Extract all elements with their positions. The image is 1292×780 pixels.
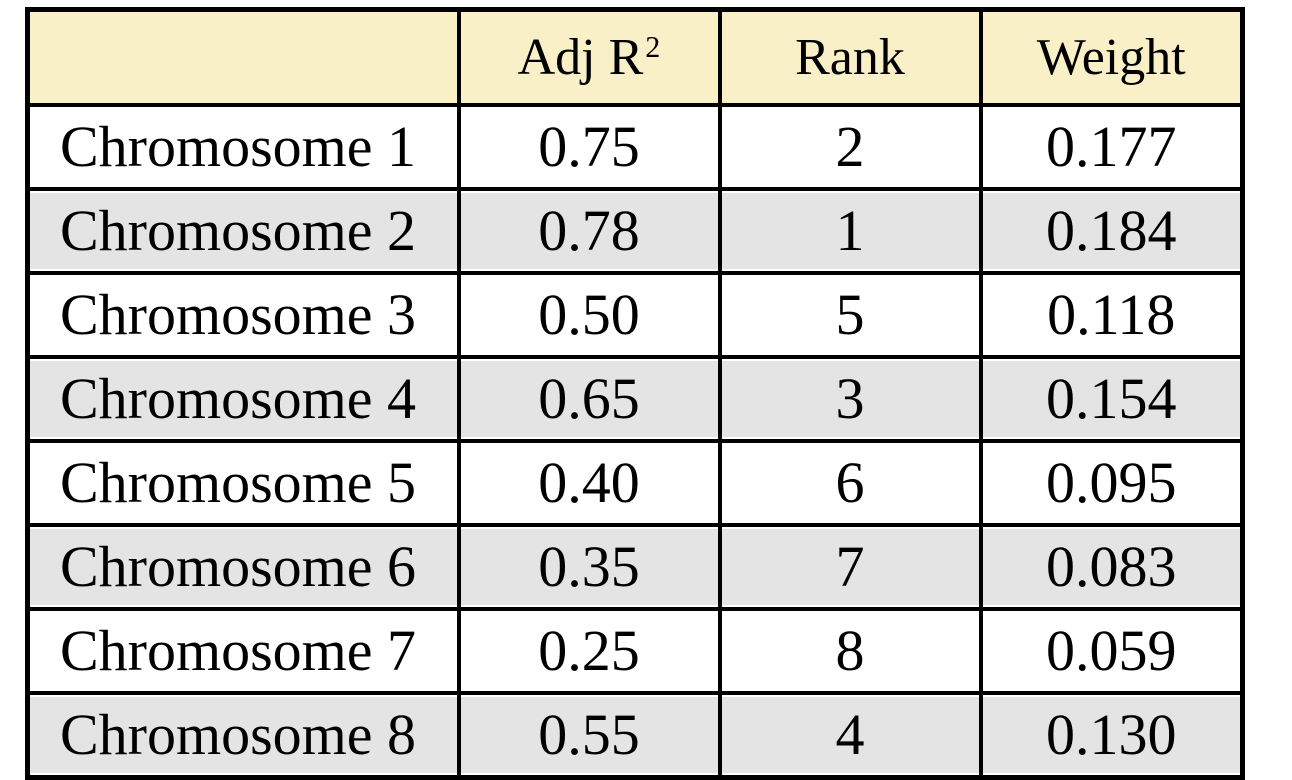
header-cell-blank <box>25 7 461 107</box>
table-row: Chromosome 1 0.75 2 0.177 <box>25 103 1245 191</box>
row-label-cell: Chromosome 8 <box>25 691 461 780</box>
adj-r2-value-cell: 0.35 <box>456 523 722 611</box>
rank-value-cell: 4 <box>717 691 983 780</box>
header-cell-adj-r2: Adj R2 <box>456 7 722 107</box>
weight-value-cell: 0.118 <box>978 271 1245 359</box>
weight-value-cell: 0.083 <box>978 523 1245 611</box>
rank-value-cell: 1 <box>717 187 983 275</box>
adj-r2-value-cell: 0.25 <box>456 607 722 695</box>
row-label-cell: Chromosome 7 <box>25 607 461 695</box>
table-row: Chromosome 2 0.78 1 0.184 <box>25 187 1245 275</box>
adj-r2-value-cell: 0.50 <box>456 271 722 359</box>
adj-r2-value-cell: 0.40 <box>456 439 722 527</box>
page: Adj R2 Rank Weight Chromosome 1 0.75 2 0… <box>25 7 1245 780</box>
chromosome-stats-table: Adj R2 Rank Weight Chromosome 1 0.75 2 0… <box>25 7 1245 780</box>
weight-value-cell: 0.130 <box>978 691 1245 780</box>
weight-value-cell: 0.095 <box>978 439 1245 527</box>
row-label-cell: Chromosome 3 <box>25 271 461 359</box>
adj-r2-header-label: Adj R <box>517 28 644 86</box>
weight-value-cell: 0.177 <box>978 103 1245 191</box>
weight-value-cell: 0.154 <box>978 355 1245 443</box>
rank-value-cell: 8 <box>717 607 983 695</box>
table-row: Chromosome 8 0.55 4 0.130 <box>25 691 1245 780</box>
table-row: Chromosome 5 0.40 6 0.095 <box>25 439 1245 527</box>
adj-r2-value-cell: 0.75 <box>456 103 722 191</box>
table-row: Chromosome 6 0.35 7 0.083 <box>25 523 1245 611</box>
row-label-cell: Chromosome 1 <box>25 103 461 191</box>
adj-r2-value-cell: 0.78 <box>456 187 722 275</box>
row-label-cell: Chromosome 4 <box>25 355 461 443</box>
table-row: Chromosome 3 0.50 5 0.118 <box>25 271 1245 359</box>
row-label-cell: Chromosome 6 <box>25 523 461 611</box>
table-row: Chromosome 4 0.65 3 0.154 <box>25 355 1245 443</box>
table-row: Chromosome 7 0.25 8 0.059 <box>25 607 1245 695</box>
row-label-cell: Chromosome 5 <box>25 439 461 527</box>
rank-value-cell: 6 <box>717 439 983 527</box>
rank-value-cell: 5 <box>717 271 983 359</box>
header-cell-weight: Weight <box>978 7 1245 107</box>
adj-r2-value-cell: 0.65 <box>456 355 722 443</box>
rank-value-cell: 7 <box>717 523 983 611</box>
adj-r2-value-cell: 0.55 <box>456 691 722 780</box>
weight-value-cell: 0.184 <box>978 187 1245 275</box>
header-cell-rank: Rank <box>717 7 983 107</box>
rank-value-cell: 2 <box>717 103 983 191</box>
rank-value-cell: 3 <box>717 355 983 443</box>
row-label-cell: Chromosome 2 <box>25 187 461 275</box>
table-header-row: Adj R2 Rank Weight <box>25 7 1245 107</box>
weight-value-cell: 0.059 <box>978 607 1245 695</box>
